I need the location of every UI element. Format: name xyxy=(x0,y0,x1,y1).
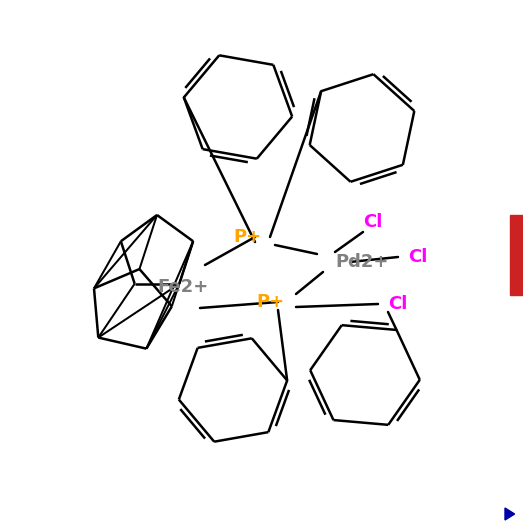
Polygon shape xyxy=(505,508,515,520)
Text: P+: P+ xyxy=(256,293,284,311)
Bar xyxy=(510,215,522,295)
Text: Cl: Cl xyxy=(363,213,382,231)
Text: Cl: Cl xyxy=(388,295,407,313)
Text: Fe2+: Fe2+ xyxy=(157,278,208,296)
Text: P+: P+ xyxy=(233,228,261,246)
Text: Cl: Cl xyxy=(408,248,427,266)
Text: Pd2+: Pd2+ xyxy=(335,253,389,271)
